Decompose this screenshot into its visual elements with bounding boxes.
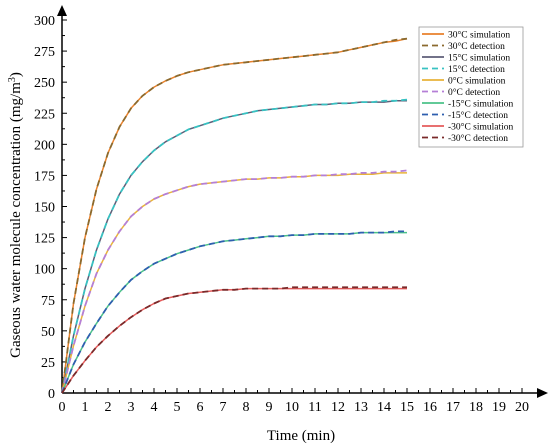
x-tick-label: 14: [377, 400, 391, 415]
x-tick-label: 18: [469, 400, 483, 415]
y-axis-arrow: [57, 5, 67, 16]
x-tick-label: 13: [354, 400, 368, 415]
legend-label: -30°C detection: [448, 133, 508, 144]
y-tick-label: 300: [34, 14, 55, 29]
x-tick-label: 11: [308, 400, 321, 415]
series-line: [61, 231, 407, 394]
series-line: [61, 100, 407, 394]
y-tick-label: 100: [34, 263, 55, 278]
y-tick-label: 225: [34, 107, 55, 122]
x-tick-label: 15: [400, 400, 414, 415]
y-tick-label: 125: [34, 232, 55, 247]
legend-label: 0°C simulation: [448, 76, 506, 87]
y-ticks: 0 25 50 75 100 125 150 175 200 225 250 275 300: [34, 14, 67, 402]
x-tick-label: 9: [266, 400, 273, 415]
y-tick-label: 0: [48, 387, 55, 402]
y-tick-label: 150: [34, 201, 55, 216]
x-tick-label: 5: [174, 400, 181, 415]
y-tick-label: 50: [41, 325, 55, 340]
legend-label: 30°C detection: [448, 41, 505, 52]
legend-label: 0°C detection: [448, 87, 500, 98]
y-axis-title-superscript: 3: [7, 77, 18, 82]
legend-label: 15°C simulation: [448, 53, 510, 64]
x-tick-label: 4: [151, 400, 158, 415]
y-tick-label: 75: [41, 294, 55, 309]
y-tick-label: 200: [34, 138, 55, 153]
legend-label: -15°C simulation: [448, 99, 514, 110]
series-line: [61, 37, 408, 394]
x-tick-label: 19: [492, 400, 506, 415]
x-tick-label: 6: [197, 400, 204, 415]
x-tick-label: 16: [423, 400, 437, 415]
y-axis-title-main: Gaseous water molecule concentration (mg…: [8, 82, 24, 358]
x-axis-title: Time (min): [267, 428, 335, 444]
x-tick-label: 17: [446, 400, 460, 415]
legend-box: [418, 26, 524, 148]
series-line: [61, 287, 407, 394]
x-ticks: 0 1 2 3 4 5 6 7 8 9 10 11 12 13 14 15 16 17 18 19 20: [59, 388, 529, 415]
x-tick-label: 7: [220, 400, 227, 415]
x-tick-label: 12: [331, 400, 345, 415]
y-tick-label: 250: [34, 76, 55, 91]
x-tick-label: 3: [128, 400, 135, 415]
x-axis-arrow: [537, 388, 548, 398]
legend-label: -30°C simulation: [448, 122, 514, 133]
series-line: [61, 98, 408, 394]
series-line: [61, 37, 408, 394]
legend-label: -15°C detection: [448, 110, 508, 121]
legend-label: 15°C detection: [448, 64, 505, 75]
x-tick-label: 2: [105, 400, 112, 415]
y-tick-label: 275: [34, 45, 55, 60]
x-tick-label: 8: [243, 400, 250, 415]
x-tick-label: 20: [515, 400, 529, 415]
y-tick-label: 175: [34, 169, 55, 184]
y-axis-title: Gaseous water molecule concentration (mg…: [7, 72, 25, 358]
x-tick-label: 10: [285, 400, 299, 415]
y-axis-title-close: ): [8, 72, 24, 77]
legend-label: 30°C simulation: [448, 30, 510, 41]
series-line: [61, 169, 408, 394]
series-lines: [61, 37, 408, 394]
x-tick-label: 1: [82, 400, 89, 415]
x-tick-label: 0: [59, 400, 66, 415]
series-line: [61, 286, 407, 394]
series-line: [61, 230, 407, 394]
y-tick-label: 25: [41, 356, 55, 371]
